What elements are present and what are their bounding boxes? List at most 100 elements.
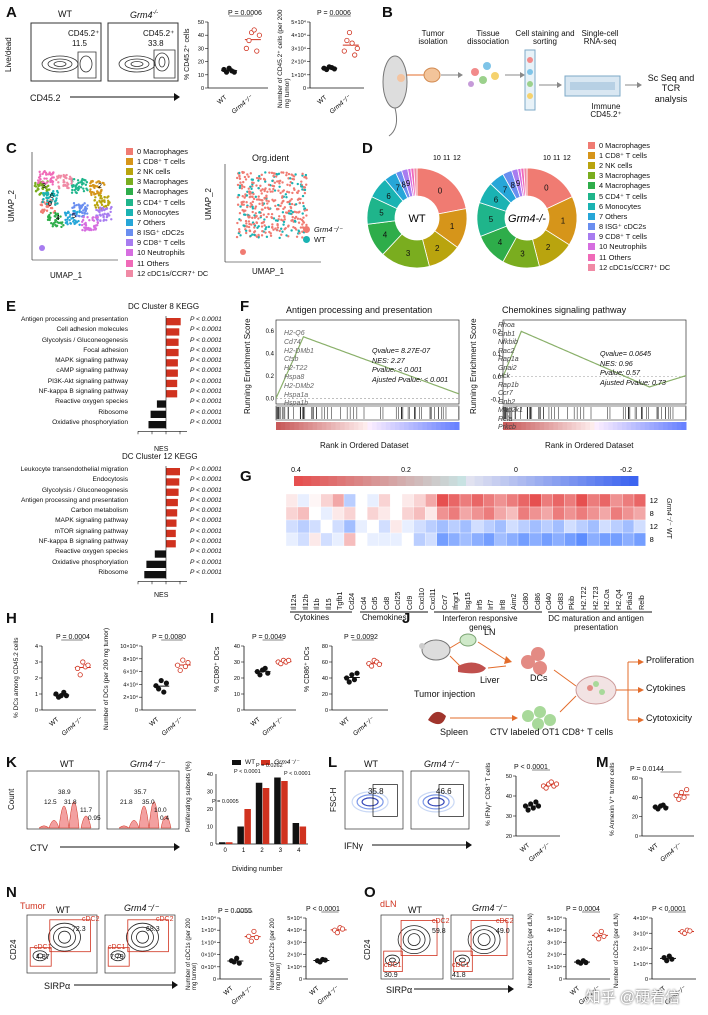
legend-item: 2 NK cells [126,166,208,176]
rank-gradient [544,422,550,430]
umap-point [51,198,55,201]
legend-item: 10 Neutrophils [588,242,670,252]
wt-hist-peak [68,801,80,829]
heatmap-cell [285,506,298,521]
umap-point [90,192,93,195]
rank-gradient [358,422,364,430]
umap-point [83,226,86,229]
umap-point [257,195,260,198]
umap-point [238,171,241,175]
umap-point [100,188,103,192]
legend-item: 5 CD4⁺ T cells [126,197,208,207]
ko-point [85,662,91,668]
umap-point [283,218,286,221]
umap-point [303,191,307,195]
slice-label: 1 [450,222,455,231]
heatmap-cell [413,506,426,521]
wt-point [234,955,240,961]
umap-point [72,206,75,209]
umap-point [282,223,285,226]
y-tick-label: 60 [632,776,638,782]
scale-bar [543,476,553,486]
gsea-text: Rela [498,415,513,423]
heatmap-cell [517,532,530,547]
umap-point [96,201,99,204]
nes-bar [166,488,179,496]
rank-gradient [385,422,391,430]
umap-point [244,231,248,235]
legend-item: 0 Macrophages [126,146,208,156]
umap-point [92,225,96,228]
scale-bar [534,476,544,486]
wt-point [163,680,170,686]
flow-contour [427,797,445,807]
j-tumor-injection: Tumor injection [414,689,476,699]
heatmap-cell [332,532,345,547]
pathway-label: Glycolysis / Gluconeogenesis [41,486,128,494]
n-pval1: P = 0.0055 [218,908,252,915]
umap-point [291,181,294,185]
umap-point [56,213,59,217]
heatmap-gene-label: Cd4 [358,596,368,610]
pathway-pvalue: P < 0.0001 [190,346,222,354]
umap-point [54,219,57,222]
cdc1-gate [383,950,403,972]
y-tick-label: 20 [322,692,328,698]
legend-swatch [126,188,133,196]
umap-point [80,220,84,223]
heatmap-cell [575,506,588,521]
wt-point [533,799,539,805]
umap-point [95,185,99,188]
umap-point [302,185,306,189]
umap-point [245,222,248,225]
scale-bar [552,476,561,486]
legend-label: 8 ISG⁺ cDC2s [599,222,647,232]
rank-gradient [454,422,460,430]
wt-point [522,803,529,809]
umap-point [297,197,301,200]
pathway-pvalue: P < 0.0001 [190,527,222,535]
umap-point [44,171,48,175]
wt-gate-pct: 11.5 [72,39,87,48]
umap-point [267,212,270,216]
umap-point [237,228,241,231]
umap-point [38,193,41,196]
umap-point [281,190,284,193]
umap-point [255,214,258,218]
heatmap-gene-label: Cd5 [370,596,380,610]
gsea-text: Cd74 [284,338,301,346]
umap-point [85,187,88,190]
umap-point [105,207,109,210]
dc-cells-icon [521,647,547,675]
heatmap-cell [459,519,472,534]
wt-point [265,670,271,676]
heatmap-cell [564,506,577,521]
umap-point [81,228,84,232]
ko-point [673,792,679,799]
n-wt: WT [56,905,70,915]
umap-point [62,181,66,184]
umap-point [76,186,79,190]
flow-frame [410,770,470,830]
heatmap-gene-label: Irf7 [486,599,496,610]
umap-point [274,175,278,178]
umap-point [77,181,80,185]
umap-point [78,215,81,218]
umap-point [98,207,102,211]
umap-point [268,171,271,174]
heatmap-cell [506,519,519,534]
heatmap-cell [285,532,298,547]
nes-bar [156,400,166,408]
flow-contour [467,925,501,955]
i-pval2: P = 0.0092 [344,634,378,641]
umap-point [257,186,260,190]
rank-gradient [303,422,309,430]
slice-label: 8 [510,181,515,190]
f-ylab2: Running Enrichment Score [469,318,478,414]
umap-point [294,173,297,176]
umap-point [235,235,239,239]
scale-bar [466,476,475,486]
rank-gradient [603,422,609,430]
scale-bar [483,476,493,486]
umap-point [289,206,293,210]
